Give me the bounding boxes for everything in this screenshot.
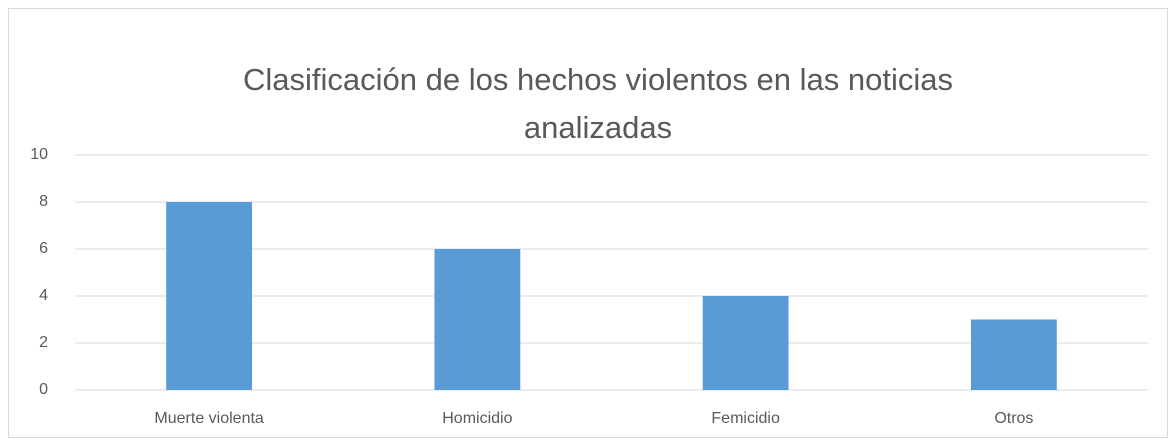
y-tick-label: 0	[39, 381, 48, 398]
x-tick-label: Homicidio	[442, 410, 512, 427]
bar	[166, 202, 253, 390]
y-tick-label: 6	[39, 240, 48, 257]
y-tick-label: 8	[39, 193, 48, 210]
y-tick-label: 2	[39, 334, 48, 351]
y-tick-label: 10	[30, 146, 48, 163]
bar	[702, 296, 789, 390]
x-tick-label: Muerte violenta	[154, 410, 263, 427]
y-tick-label: 4	[39, 287, 48, 304]
chart-title: Clasificación de los hechos violentos en…	[243, 62, 953, 145]
bar	[970, 319, 1057, 390]
x-tick-label: Otros	[994, 410, 1033, 427]
bar	[434, 249, 521, 390]
x-tick-label: Femicidio	[711, 410, 780, 427]
